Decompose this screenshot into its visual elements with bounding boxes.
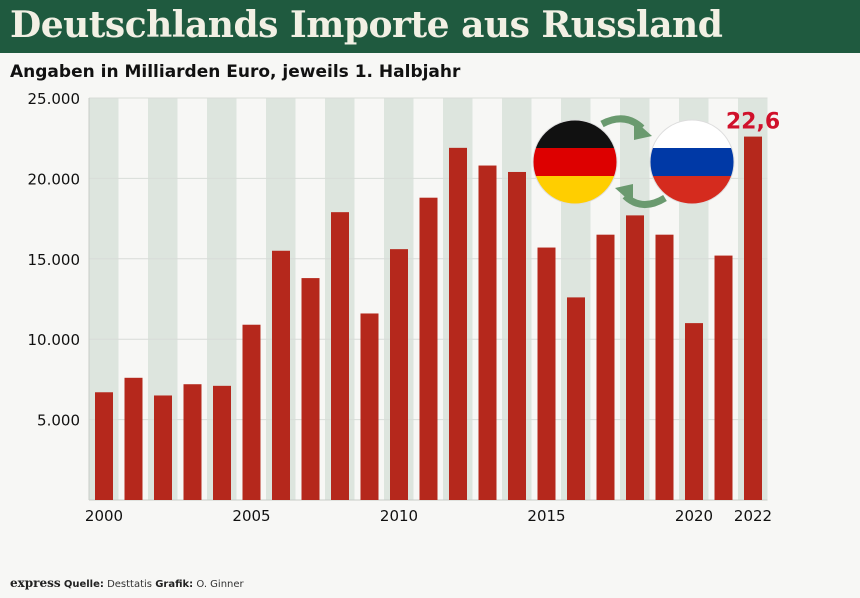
- germany-flag-stripe: [533, 148, 617, 176]
- germany-flag-icon: [532, 119, 618, 205]
- bar-2010: [390, 249, 408, 500]
- germany-flag-stripe: [533, 176, 617, 204]
- y-tick-label: 15.000: [28, 251, 81, 269]
- arrowhead-icon: [615, 184, 633, 204]
- bar-2008: [331, 212, 349, 500]
- x-tick-label: 2015: [527, 507, 565, 525]
- bar-2007: [301, 278, 320, 500]
- bar-2004: [213, 385, 231, 500]
- y-tick-label: 10.000: [28, 331, 81, 349]
- title-banner: Deutschlands Importe aus Russland: [0, 0, 860, 53]
- x-tick-label: 2010: [380, 507, 418, 525]
- bar-2018: [626, 215, 644, 500]
- bar-2019: [655, 234, 674, 500]
- bar-2014: [508, 171, 526, 500]
- bar-2002: [154, 395, 172, 500]
- bar-2000: [95, 392, 113, 500]
- chart-title: Deutschlands Importe aus Russland: [10, 4, 723, 46]
- bar-2016: [567, 297, 585, 500]
- source: Desttatis: [107, 579, 153, 590]
- bar-2003: [183, 384, 202, 500]
- footer: express Quelle: Desttatis Grafik: O. Gin…: [10, 576, 244, 590]
- y-tick-label: 20.000: [28, 170, 81, 188]
- graphic-label: Grafik:: [155, 579, 194, 590]
- bar-2001: [124, 377, 143, 500]
- x-tick-label: 2000: [85, 507, 123, 525]
- bar-2006: [272, 250, 290, 500]
- bar-2022: [744, 136, 762, 501]
- express-logo: express: [10, 576, 61, 590]
- chart-subtitle: Angaben in Milliarden Euro, jeweils 1. H…: [10, 62, 461, 82]
- bar-2005: [242, 324, 261, 500]
- x-tick-label: 2022: [734, 507, 772, 525]
- russia-flag-stripe: [650, 148, 734, 176]
- bar-2013: [478, 165, 497, 500]
- bar-2017: [596, 234, 615, 500]
- bar-2009: [360, 313, 379, 500]
- value-annotation-2022: 22,6: [726, 110, 780, 135]
- russia-flag-icon: [649, 119, 735, 205]
- bar-2011: [419, 197, 438, 501]
- graphic-author: O. Ginner: [196, 579, 244, 590]
- bar-2015: [537, 247, 556, 500]
- bar-2020: [685, 323, 703, 500]
- source-label: Quelle:: [63, 579, 104, 590]
- bar-2021: [714, 255, 733, 500]
- y-tick-label: 25.000: [28, 90, 81, 108]
- x-tick-label: 2005: [232, 507, 270, 525]
- arrowhead-icon: [634, 120, 652, 140]
- x-tick-label: 2020: [675, 507, 713, 525]
- y-tick-label: 5.000: [37, 412, 80, 430]
- bar-2012: [449, 147, 467, 500]
- russia-flag-stripe: [650, 120, 734, 148]
